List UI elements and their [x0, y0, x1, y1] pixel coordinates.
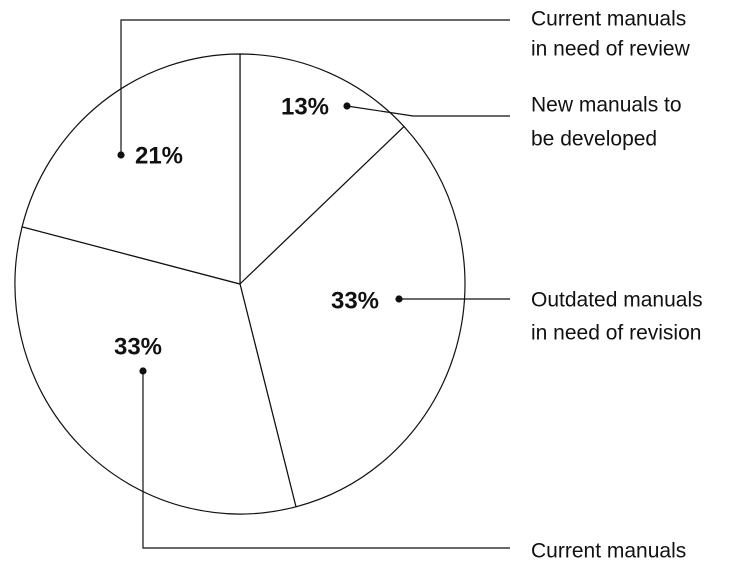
slice-labels: 13% New manuals to be developed 33% Outdated… [114, 8, 703, 562]
pie-slices [14, 53, 466, 515]
slice-value-label: 13% [281, 93, 329, 120]
leader-line [142, 371, 510, 549]
pie-slice-outdated-manuals-in-need-of-revision [239, 125, 466, 508]
leader-line [346, 105, 510, 117]
slice-value-label: 21% [135, 142, 183, 169]
leader-line [120, 19, 510, 155]
slice-category-label: Current manuals [531, 540, 686, 562]
slice-category-label: in need of review [531, 38, 691, 61]
slice-category-label: New manuals to [531, 94, 682, 117]
leader-lines [117, 19, 510, 549]
pie-slice-current-manuals [14, 226, 297, 515]
slice-category-label: Outdated manuals [531, 289, 703, 312]
slice-category-label: Current manuals [531, 8, 686, 31]
slice-value-label: 33% [114, 333, 162, 360]
slice-value-label: 33% [331, 287, 379, 314]
pie-slice-new-manuals-to-be-developed [239, 53, 405, 286]
pie-slice-current-manuals-in-need-of-review [21, 53, 241, 285]
slice-category-label: be developed [531, 128, 657, 151]
slice-category-label: in need of revision [531, 322, 701, 345]
